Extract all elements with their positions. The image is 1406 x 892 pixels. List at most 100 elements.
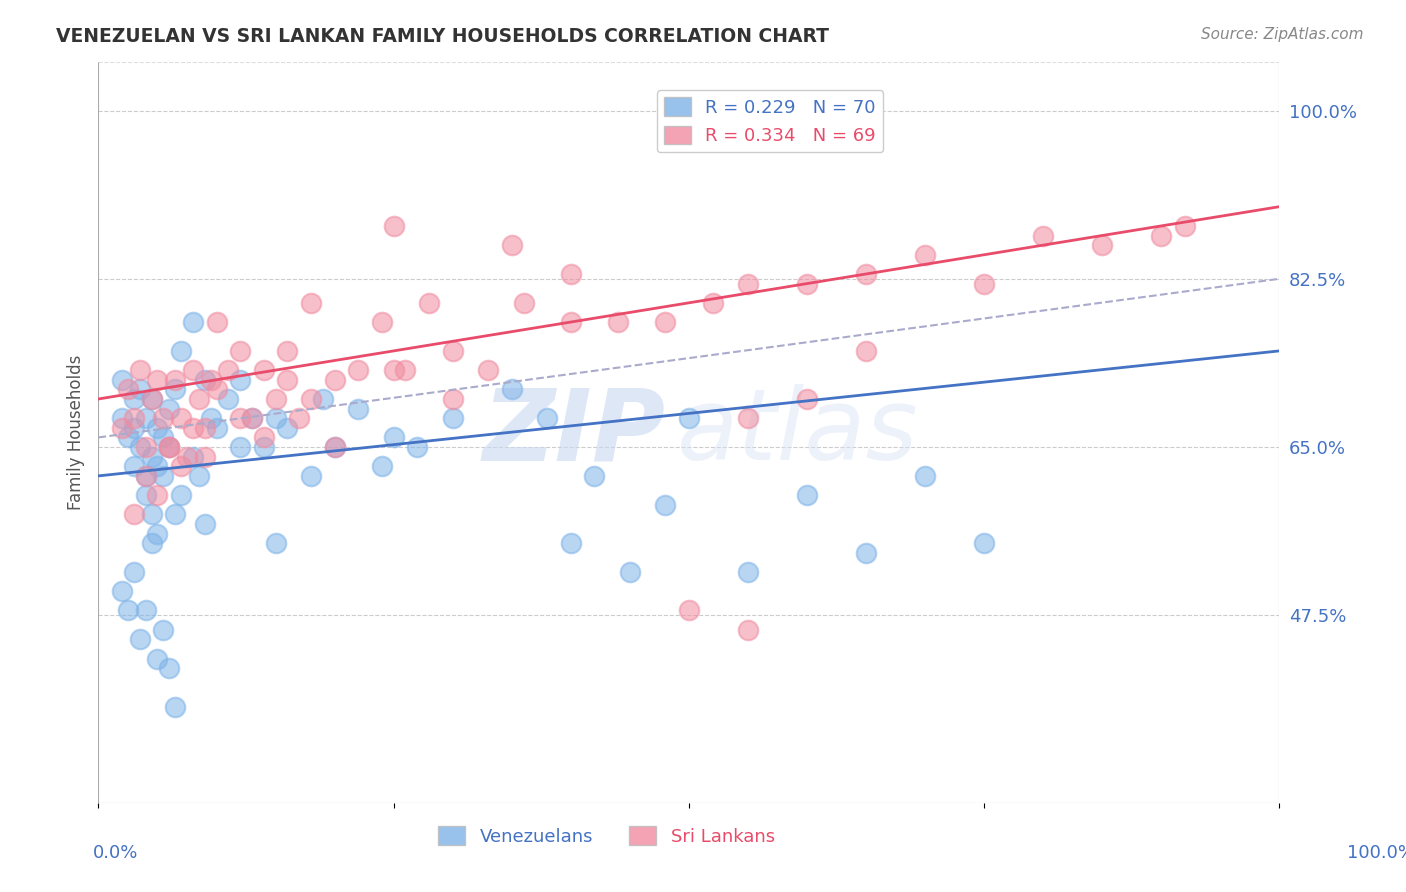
Point (973, 277, 995, 291)
Point (146, 373, 169, 387)
Point (737, 411, 759, 425)
Point (796, 488, 818, 502)
Point (122, 459, 145, 474)
Point (141, 392, 163, 406)
Point (194, 421, 217, 435)
Point (146, 459, 169, 474)
Point (702, 295, 724, 310)
Point (181, 450, 204, 464)
Text: VENEZUELAN VS SRI LANKAN FAMILY HOUSEHOLDS CORRELATION CHART: VENEZUELAN VS SRI LANKAN FAMILY HOUSEHOL… (56, 27, 830, 45)
Point (165, 508, 187, 522)
Point (654, 315, 676, 329)
Point (141, 508, 163, 522)
Point (229, 343, 252, 358)
Point (855, 267, 877, 281)
Point (141, 450, 163, 464)
Point (165, 382, 187, 396)
Point (181, 363, 204, 377)
Point (128, 632, 150, 647)
Point (240, 411, 263, 425)
Point (1032, 228, 1054, 243)
Point (276, 373, 298, 387)
Point (128, 363, 150, 377)
Point (299, 469, 322, 483)
Point (122, 411, 145, 425)
Point (512, 295, 534, 310)
Point (240, 411, 263, 425)
Point (152, 430, 174, 444)
Point (323, 373, 346, 387)
Point (678, 603, 700, 617)
Point (441, 392, 464, 406)
Point (560, 315, 582, 329)
Point (299, 295, 322, 310)
Point (146, 421, 169, 435)
Point (560, 536, 582, 550)
Point (135, 440, 157, 454)
Text: atlas: atlas (678, 384, 918, 481)
Point (117, 603, 139, 617)
Point (141, 536, 163, 550)
Point (347, 401, 370, 416)
Point (122, 421, 145, 435)
Point (229, 440, 252, 454)
Point (217, 392, 239, 406)
Text: 0.0%: 0.0% (93, 844, 138, 862)
Point (165, 699, 187, 714)
Point (111, 421, 134, 435)
Point (205, 382, 228, 396)
Point (371, 315, 394, 329)
Point (347, 363, 370, 377)
Point (264, 411, 287, 425)
Point (501, 238, 523, 252)
Point (1174, 219, 1197, 233)
Point (176, 450, 198, 464)
Point (654, 498, 676, 512)
Point (264, 392, 287, 406)
Point (406, 440, 429, 454)
Point (737, 623, 759, 637)
Y-axis label: Family Households: Family Households (66, 355, 84, 510)
Point (371, 459, 394, 474)
Point (536, 411, 558, 425)
Point (973, 536, 995, 550)
Point (117, 430, 139, 444)
Point (264, 536, 287, 550)
Point (157, 661, 180, 675)
Point (170, 343, 193, 358)
Point (111, 373, 134, 387)
Point (253, 363, 276, 377)
Point (1091, 238, 1114, 252)
Point (288, 411, 311, 425)
Point (583, 469, 606, 483)
Point (187, 392, 209, 406)
Point (914, 248, 936, 262)
Point (122, 565, 145, 579)
Text: ZIP: ZIP (482, 384, 665, 481)
Point (146, 651, 169, 665)
Point (382, 363, 405, 377)
Point (111, 584, 134, 599)
Point (1150, 228, 1173, 243)
Point (128, 382, 150, 396)
Point (181, 315, 204, 329)
Point (170, 488, 193, 502)
Legend: Venezuelans, Sri Lankans: Venezuelans, Sri Lankans (430, 819, 782, 853)
Point (170, 411, 193, 425)
Point (229, 373, 252, 387)
Point (323, 440, 346, 454)
Point (217, 363, 239, 377)
Point (128, 440, 150, 454)
Point (135, 488, 157, 502)
Point (312, 392, 335, 406)
Text: Source: ZipAtlas.com: Source: ZipAtlas.com (1201, 27, 1364, 42)
Point (477, 363, 499, 377)
Point (678, 411, 700, 425)
Text: 100.0%: 100.0% (1347, 844, 1406, 862)
Point (205, 421, 228, 435)
Point (394, 363, 416, 377)
Point (418, 295, 440, 310)
Point (200, 373, 222, 387)
Point (501, 382, 523, 396)
Point (276, 421, 298, 435)
